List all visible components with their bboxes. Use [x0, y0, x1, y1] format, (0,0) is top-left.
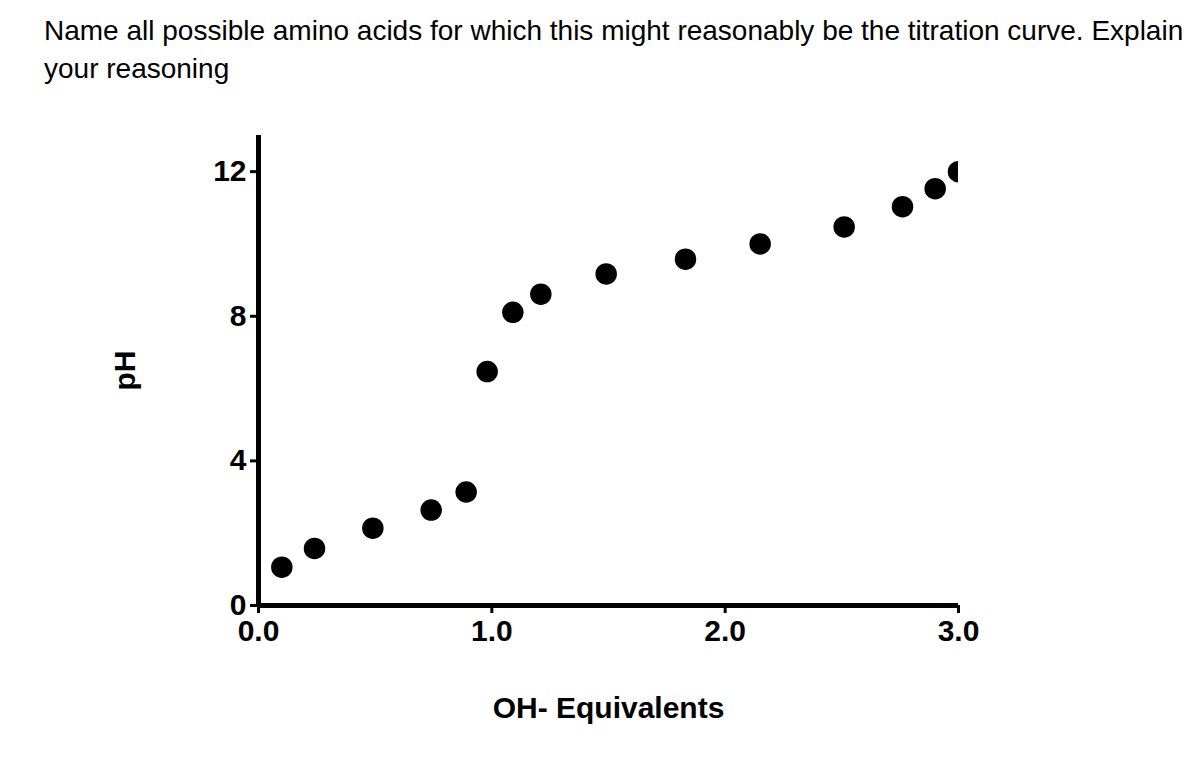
- svg-text:0.0: 0.0: [237, 613, 280, 647]
- svg-text:0: 0: [230, 588, 247, 621]
- svg-text:12: 12: [213, 154, 246, 187]
- svg-text:4: 4: [230, 443, 247, 476]
- svg-text:OH- Equivalents: OH- Equivalents: [493, 691, 725, 724]
- svg-text:2.0: 2.0: [704, 614, 746, 647]
- svg-text:8: 8: [230, 299, 247, 332]
- svg-text:pH: pH: [108, 351, 141, 391]
- html-text:Name all possible amino acids: Name all possible amino acids for which …: [44, 15, 1184, 84]
- svg-text:1.0: 1.0: [471, 614, 513, 647]
- svg-text:3.0: 3.0: [938, 614, 980, 647]
